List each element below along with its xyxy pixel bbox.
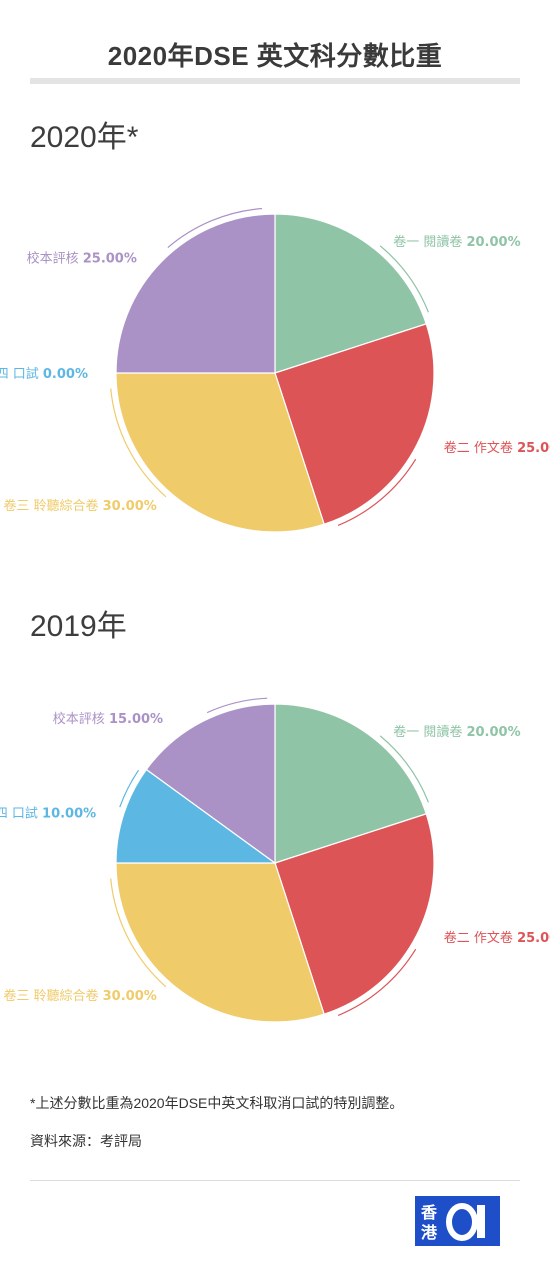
footnote: *上述分數比重為2020年DSE中英文科取消口試的特別調整。 xyxy=(30,1095,404,1111)
pie-1-label-2: 卷三 聆聽綜合卷 30.00% xyxy=(3,988,156,1004)
pie-0-label-3: 卷四 口試 0.00% xyxy=(0,366,88,382)
pie-1-connector-4 xyxy=(206,697,268,714)
pie-1-slice-1 xyxy=(274,813,435,1015)
footer-divider xyxy=(30,1180,520,1181)
pie-1-label-0: 卷一 閱讀卷 20.00% xyxy=(393,724,520,740)
chart-2020-heading: 2020年* xyxy=(30,121,139,154)
pie-0-slice-2 xyxy=(115,372,325,533)
pie-1-connector-3 xyxy=(119,769,140,808)
pie-1-slice-3 xyxy=(115,768,277,864)
chart-2019-heading: 2019年 xyxy=(30,610,127,643)
hk01-logo: 香 港 xyxy=(415,1196,500,1246)
pie-0-connector-0 xyxy=(379,245,429,313)
pie-1-connector-2 xyxy=(110,878,167,988)
pie-0-label-2: 卷三 聆聽綜合卷 30.00% xyxy=(3,498,156,514)
pie-0-label-4: 校本評核 25.00% xyxy=(27,251,137,267)
pie-0-slice-4 xyxy=(115,213,276,374)
pie-0-connector-4 xyxy=(167,207,263,248)
pie-1-slice-4 xyxy=(145,703,276,865)
svg-text:香: 香 xyxy=(420,1203,438,1222)
title-divider xyxy=(30,78,520,84)
pie-1-slice-2 xyxy=(115,862,325,1023)
pie-0-slice-0 xyxy=(274,213,427,374)
pie-0-connector-2 xyxy=(110,388,167,498)
pie-0-connector-1 xyxy=(337,458,417,526)
pie-1-label-3: 卷四 口試 10.00% xyxy=(0,806,96,822)
page-title: 2020年DSE 英文科分數比重 xyxy=(107,41,443,71)
pie-1-connector-1 xyxy=(337,948,417,1016)
svg-text:港: 港 xyxy=(421,1223,438,1242)
source-note: 資料來源：考評局 xyxy=(30,1133,142,1149)
pie-chart-2019: 卷一 閱讀卷 20.00% 卷二 作文卷 25.00% 卷三 聆聽綜合卷 30.00… xyxy=(0,665,550,1065)
pie-0-label-1: 卷二 作文卷 25.00% xyxy=(444,440,550,456)
pie-1-slice-0 xyxy=(274,703,427,864)
pie-1-label-4: 校本評核 15.00% xyxy=(53,711,163,727)
pie-0-label-0: 卷一 閱讀卷 20.00% xyxy=(393,234,520,250)
pie-0-slice-1 xyxy=(274,323,435,525)
pie-chart-2020: 卷一 閱讀卷 20.00% 卷二 作文卷 25.00% 卷三 聆聽綜合卷 30.00… xyxy=(0,175,550,575)
pie-1-label-1: 卷二 作文卷 25.00% xyxy=(444,930,550,946)
pie-1-connector-0 xyxy=(379,735,429,803)
